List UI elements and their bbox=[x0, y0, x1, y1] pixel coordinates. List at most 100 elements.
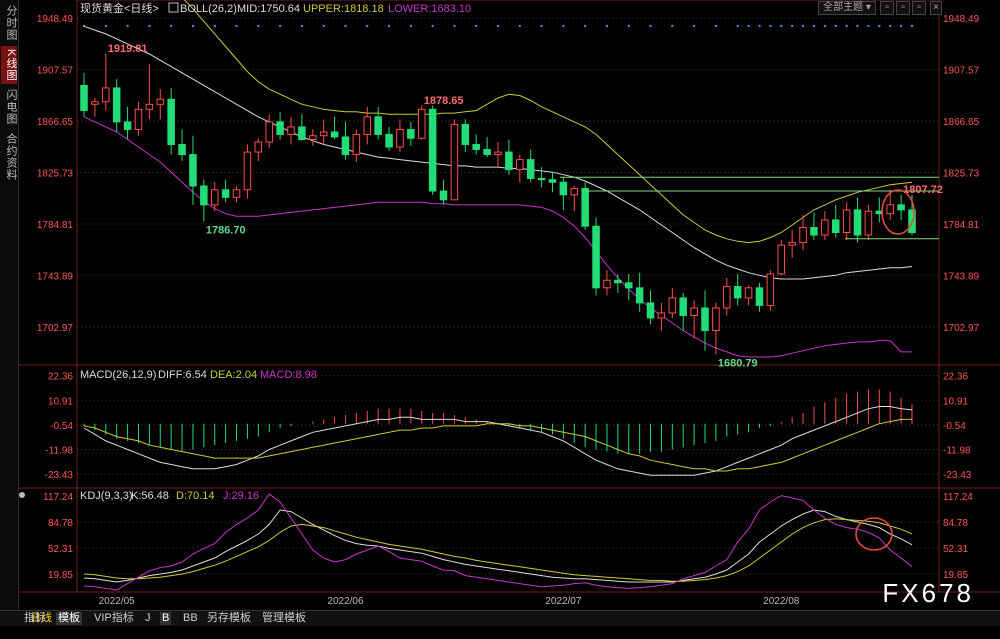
side-tab-kline[interactable]: K线图 bbox=[1, 46, 17, 84]
candle-body bbox=[635, 287, 644, 304]
candle-body bbox=[777, 244, 786, 275]
y-tick-label-left: 1948.49 bbox=[37, 14, 74, 25]
event-marker bbox=[518, 25, 521, 27]
y-tick-label-right: 52.31 bbox=[943, 544, 968, 555]
event-marker bbox=[148, 25, 151, 27]
event-marker bbox=[714, 25, 717, 27]
kdj-header: KDJ(9,3,3) K:56.48 D:70.14 J:29.16 bbox=[19, 490, 259, 502]
macd-dea-line bbox=[83, 418, 913, 472]
side-tab-contract-info[interactable]: 合约资料 bbox=[5, 133, 17, 181]
event-marker bbox=[409, 25, 412, 27]
y-tick-label-right: 1866.65 bbox=[943, 117, 980, 128]
tab-j[interactable]: J bbox=[145, 612, 151, 624]
event-marker bbox=[344, 25, 347, 27]
grid-lines bbox=[77, 17, 939, 575]
event-marker bbox=[300, 25, 303, 27]
event-marker bbox=[878, 25, 881, 27]
theme-select[interactable]: 全部主题 ▾ bbox=[818, 1, 876, 15]
candle-body bbox=[886, 204, 894, 215]
x-tick-label: 2022/07 bbox=[545, 596, 582, 607]
side-tab-timeshare[interactable]: 分时图 bbox=[5, 5, 17, 41]
candle-body bbox=[112, 87, 121, 123]
panel-icon-3[interactable]: ▫ bbox=[912, 1, 926, 15]
macd-diff: DIFF:6.54 bbox=[158, 369, 207, 381]
event-marker bbox=[584, 25, 587, 27]
panel-icon-1[interactable]: ▫ bbox=[880, 1, 894, 15]
candle-body bbox=[668, 297, 677, 314]
y-tick-label-left: 19.85 bbox=[48, 570, 73, 581]
candle-body bbox=[167, 98, 175, 146]
tab-bb[interactable]: BB bbox=[183, 612, 198, 624]
candle-body bbox=[788, 242, 796, 246]
event-marker bbox=[911, 25, 913, 27]
event-marker bbox=[889, 25, 892, 27]
tab-template[interactable]: 模板 bbox=[56, 612, 82, 625]
candle-body bbox=[810, 226, 818, 236]
indicator-toggle-icon[interactable] bbox=[168, 2, 179, 13]
candle-body bbox=[581, 188, 589, 227]
candle-body bbox=[450, 123, 459, 201]
event-marker bbox=[812, 25, 815, 27]
candle-body bbox=[134, 108, 143, 130]
event-marker bbox=[747, 25, 750, 27]
candle-body bbox=[842, 209, 851, 234]
candle-body bbox=[461, 123, 470, 146]
candle-body bbox=[319, 131, 328, 137]
y-tick-label-left: 84.78 bbox=[48, 518, 73, 529]
tab-b[interactable]: B bbox=[160, 612, 172, 625]
boll-lower-line bbox=[83, 116, 912, 358]
candle-body bbox=[91, 101, 99, 105]
y-tick-label-right: -11.98 bbox=[943, 445, 971, 456]
bottom-tab-row: 指标 模板 VIP指标 J B BB 另存模板 管理模板 bbox=[0, 611, 1000, 625]
y-tick-label-right: 1743.89 bbox=[943, 271, 980, 282]
event-marker bbox=[671, 25, 674, 27]
candle-body bbox=[374, 116, 382, 135]
candle-body bbox=[712, 307, 720, 332]
event-marker bbox=[856, 25, 859, 27]
price-annotation-label: 1680.79 bbox=[718, 358, 758, 370]
tab-manage-template[interactable]: 管理模板 bbox=[262, 612, 306, 624]
candle-body bbox=[897, 204, 905, 211]
candle-body bbox=[428, 108, 437, 192]
y-tick-label-left: -0.54 bbox=[50, 421, 73, 432]
y-tick-label-left: -11.98 bbox=[45, 445, 73, 456]
event-marker bbox=[431, 25, 434, 27]
price-annotation-label: 1878.65 bbox=[424, 95, 464, 107]
candle-body bbox=[439, 190, 448, 201]
panel-close-icon[interactable]: × bbox=[930, 1, 942, 15]
candle-body bbox=[592, 225, 600, 289]
candle-body bbox=[221, 189, 230, 198]
tab-save-template[interactable]: 另存模板 bbox=[207, 612, 251, 624]
side-tab-flash[interactable]: 闪电图 bbox=[5, 89, 17, 125]
candle-body bbox=[537, 177, 546, 181]
event-marker bbox=[257, 25, 260, 27]
side-tab-bar: 分时图 K线图 闪电图 合约资料 bbox=[0, 0, 19, 610]
price-annotation-label: 1807.72 bbox=[903, 184, 943, 196]
event-marker bbox=[605, 25, 608, 27]
event-marker bbox=[170, 25, 173, 27]
boll-mid: MID:1750.64 bbox=[237, 3, 300, 15]
candle-body bbox=[526, 159, 535, 179]
candle-body bbox=[494, 151, 502, 156]
candle-body bbox=[864, 210, 873, 236]
kdj-k: K:56.48 bbox=[131, 490, 169, 502]
y-tick-label-right: 19.85 bbox=[943, 570, 968, 581]
tab-indicators[interactable] bbox=[22, 626, 26, 639]
tab-indicator[interactable]: 指标 bbox=[24, 612, 46, 624]
candle-body bbox=[744, 287, 753, 299]
candle-body bbox=[330, 131, 339, 138]
y-tick-label-left: 52.31 bbox=[48, 544, 73, 555]
event-marker bbox=[758, 25, 761, 27]
candle-body bbox=[385, 133, 393, 148]
macd-diff-line bbox=[83, 406, 913, 476]
tab-vip-indicator[interactable]: VIP指标 bbox=[94, 612, 134, 624]
panel-icon-2[interactable]: ▫ bbox=[896, 1, 910, 15]
candlestick-chart[interactable]: 1948.49 1948.49 1907.57 1907.57 1866.65 1866.… bbox=[0, 0, 1000, 610]
macd-label: MACD(26,12,9) bbox=[80, 369, 156, 381]
event-marker bbox=[845, 25, 848, 27]
y-tick-label-right: 117.24 bbox=[943, 492, 973, 503]
x-tick-label: 2022/06 bbox=[327, 596, 364, 607]
candle-body bbox=[363, 116, 372, 135]
candle-body bbox=[799, 226, 807, 244]
price-annotation-label: 1919.81 bbox=[108, 43, 148, 55]
